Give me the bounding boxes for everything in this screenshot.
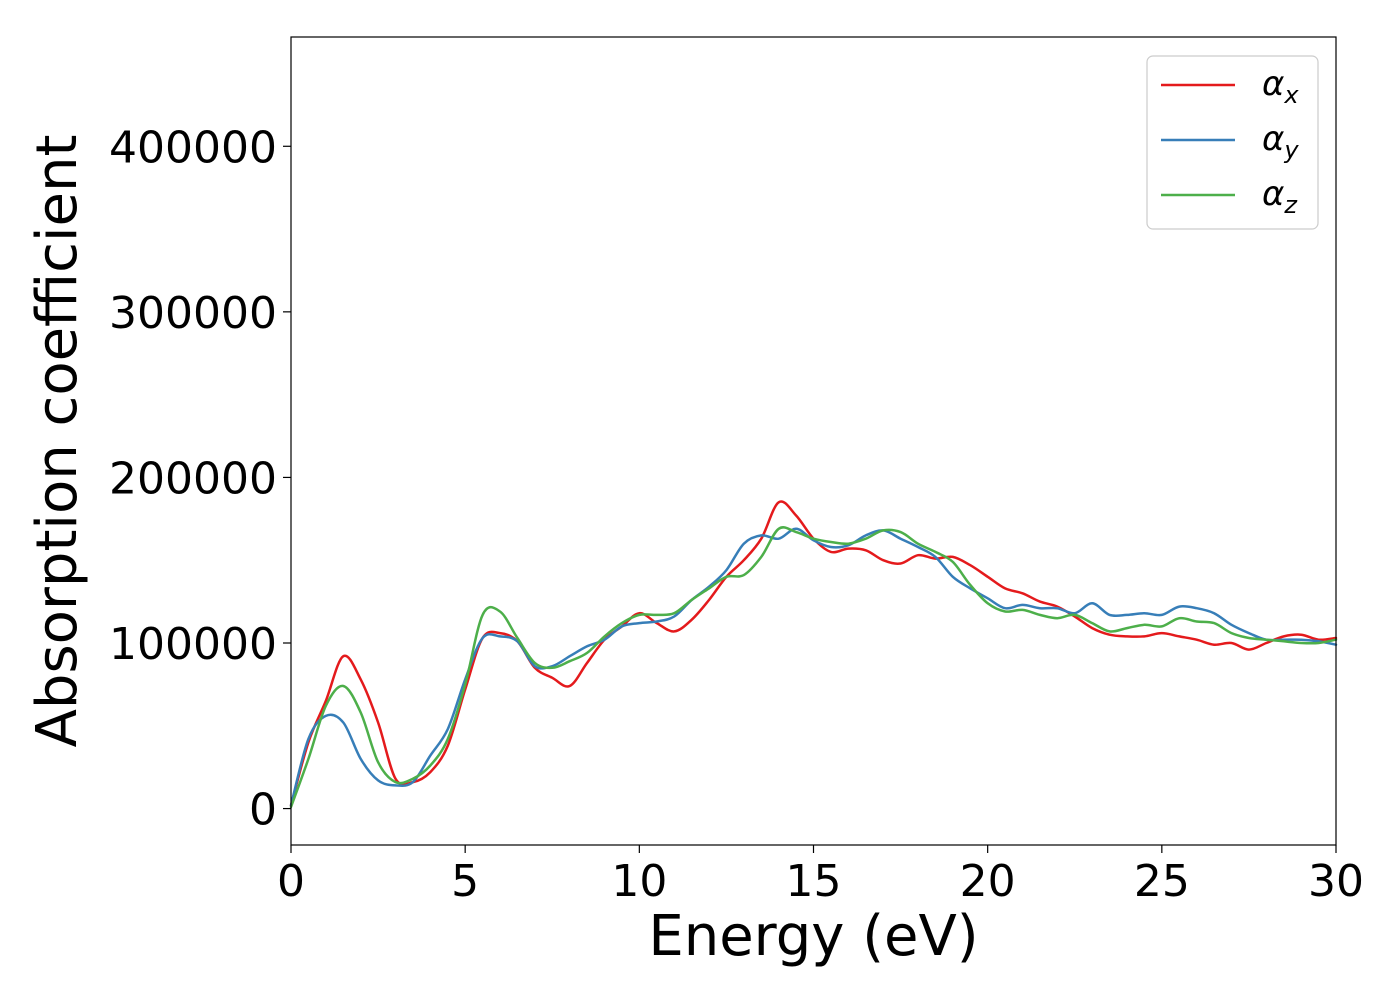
y-tick-label: 100000 <box>109 619 277 670</box>
series-line-z <box>289 526 1338 809</box>
series-line-y <box>289 527 1338 807</box>
y-axis: 0 100000 200000 300000 400000 <box>109 122 291 836</box>
y-tick-label: 0 <box>249 785 277 836</box>
x-axis: 0 5 10 15 20 25 30 <box>277 845 1364 907</box>
x-tick-label: 25 <box>1134 856 1190 907</box>
legend-box <box>1146 55 1319 230</box>
y-tick-label: 200000 <box>109 453 277 504</box>
y-tick-label: 400000 <box>109 122 277 173</box>
series-line-x <box>289 500 1338 807</box>
x-tick-label: 20 <box>960 856 1016 907</box>
x-tick-label: 10 <box>611 856 667 907</box>
y-axis-title: Absorption coefficient <box>25 135 90 748</box>
y-tick-label: 300000 <box>109 288 277 339</box>
series-layer <box>289 500 1338 809</box>
x-tick-label: 30 <box>1308 856 1364 907</box>
x-tick-label: 5 <box>451 856 479 907</box>
x-axis-title: Energy (eV) <box>648 904 978 969</box>
x-tick-label: 15 <box>786 856 842 907</box>
x-tick-label: 0 <box>277 856 305 907</box>
